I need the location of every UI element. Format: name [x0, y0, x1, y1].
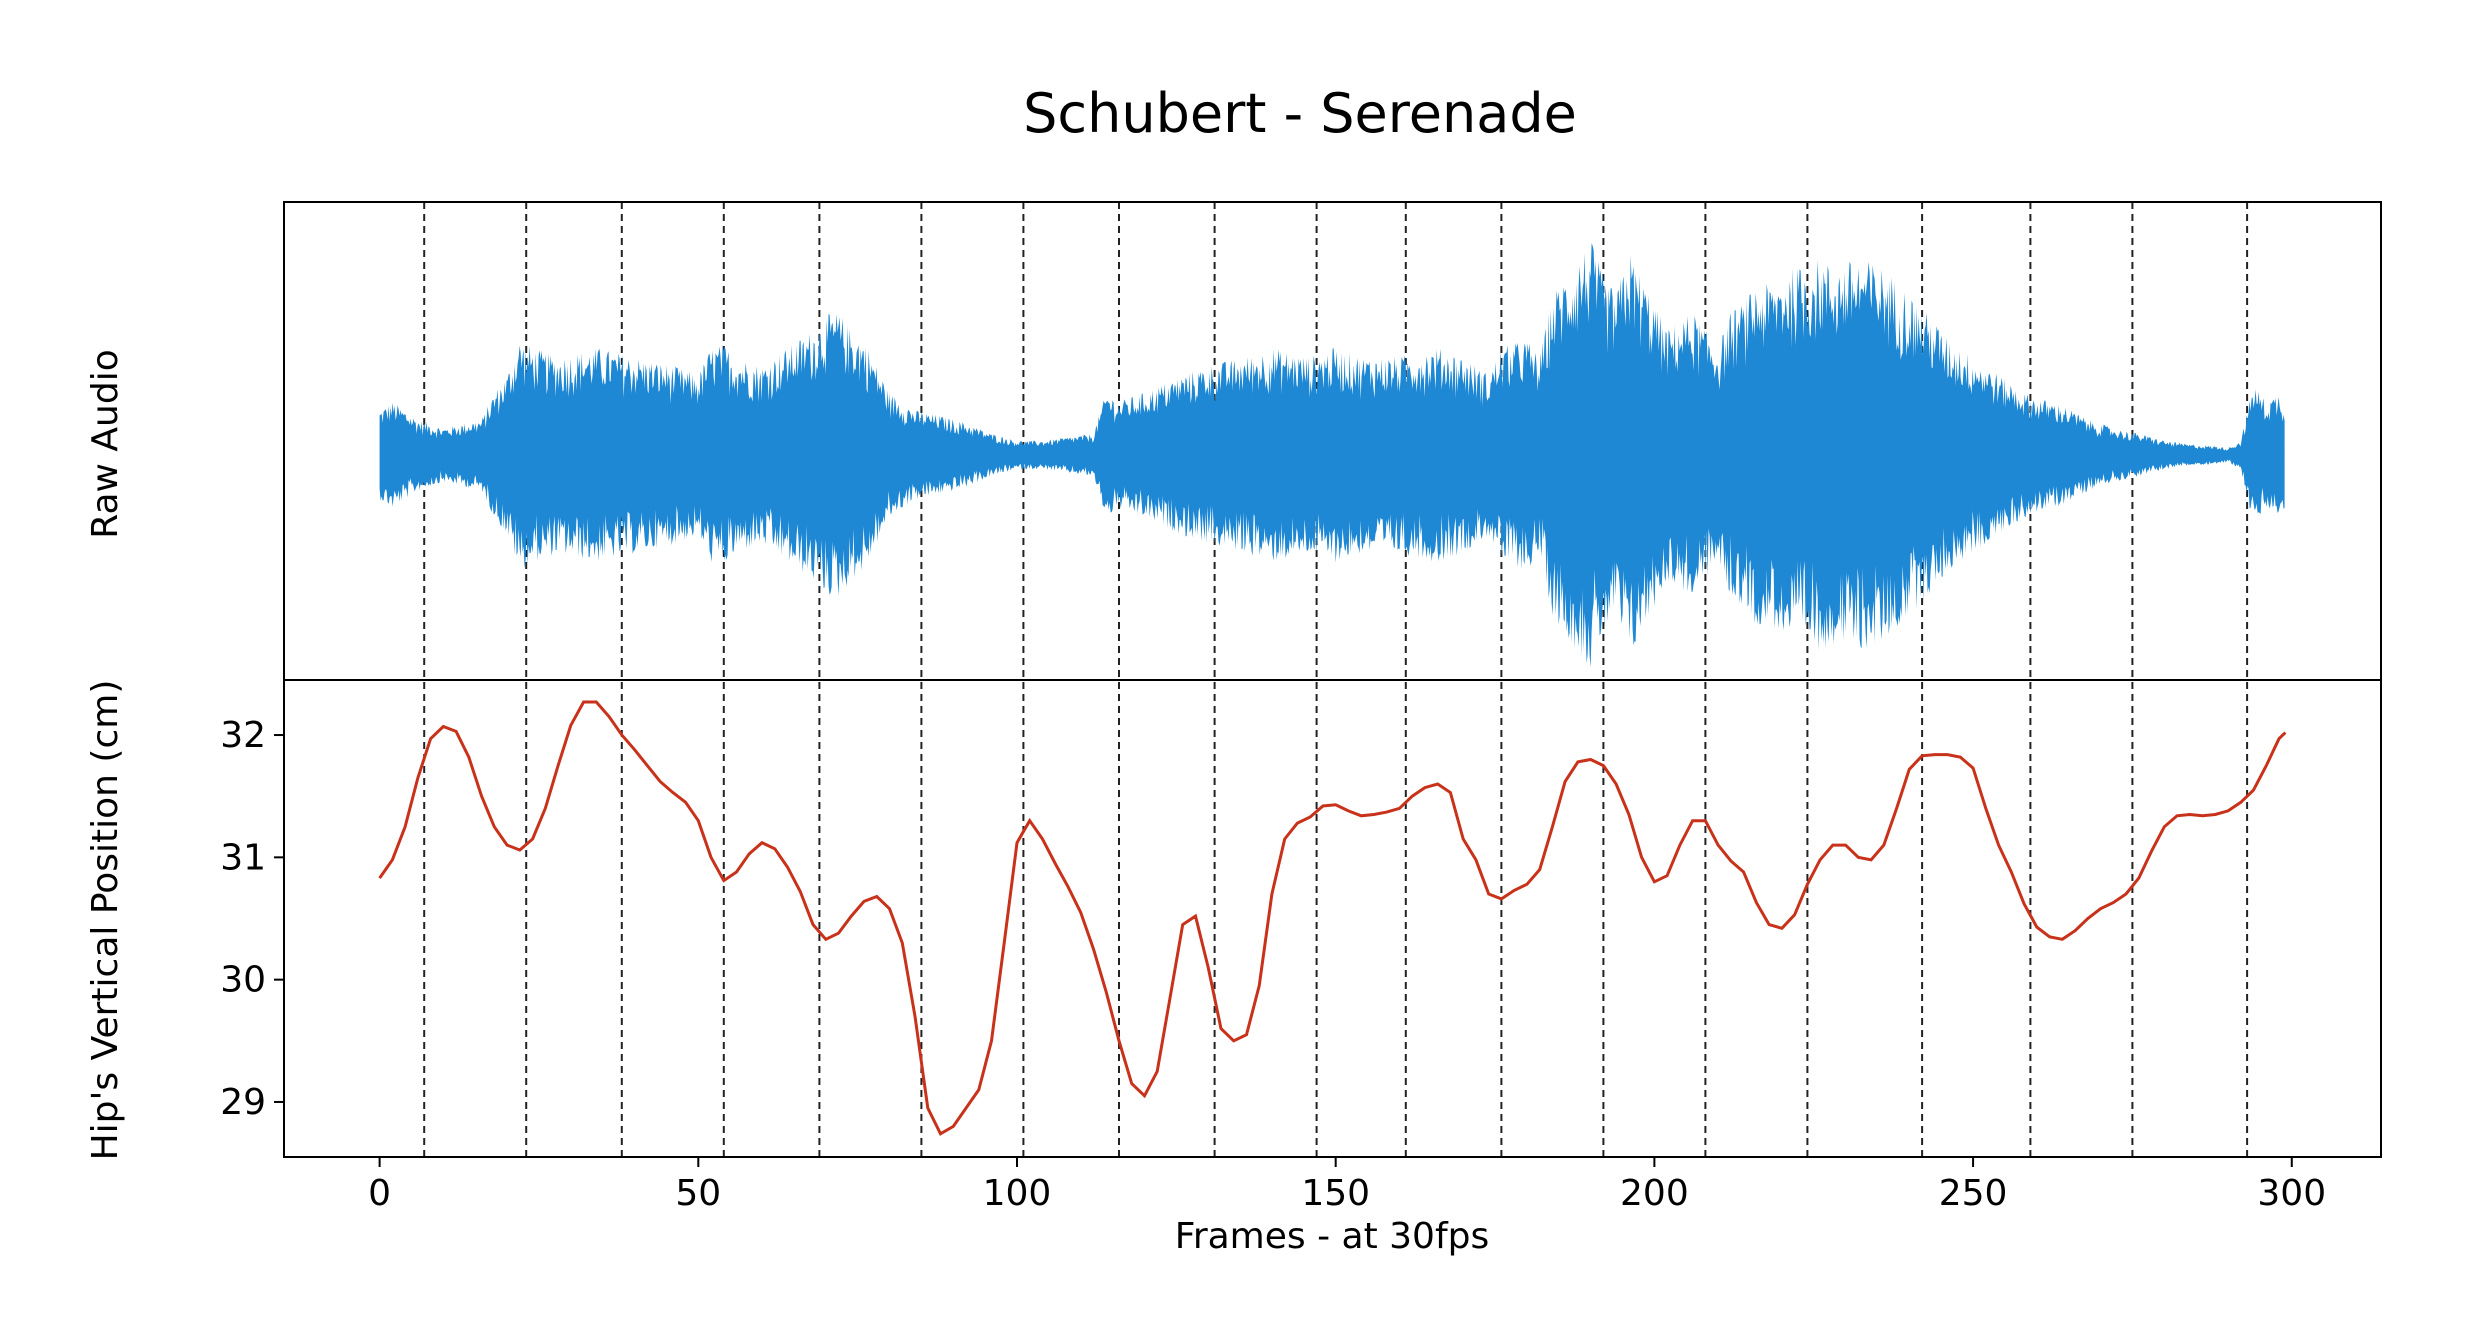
- hip-panel-frame: [283, 679, 2382, 1158]
- x-tick-label: 150: [1301, 1173, 1370, 1214]
- x-axis-label: Frames - at 30fps: [1175, 1216, 1490, 1257]
- y-axis-ticks: 29 30 31 32: [220, 715, 284, 1123]
- chart-title: Schubert - Serenade: [1023, 82, 1577, 145]
- audio-panel: [283, 201, 2382, 681]
- x-tick-label: 50: [675, 1173, 721, 1214]
- hip-y-axis-label: Hip's Vertical Position (cm): [85, 680, 126, 1161]
- y-tick-label: 30: [220, 960, 266, 1001]
- audio-waveform: [379, 243, 2285, 668]
- x-tick-label: 0: [368, 1173, 391, 1214]
- x-axis-ticks: 0 50 100 150 200 250 300: [368, 1157, 2326, 1214]
- audio-y-axis-label: Raw Audio: [85, 349, 126, 539]
- x-tick-label: 250: [1939, 1173, 2008, 1214]
- x-tick-label: 200: [1620, 1173, 1689, 1214]
- y-tick-label: 31: [220, 837, 266, 878]
- x-tick-label: 100: [983, 1173, 1052, 1214]
- y-tick-label: 29: [220, 1082, 266, 1123]
- x-tick-label: 300: [2257, 1173, 2326, 1214]
- y-tick-label: 32: [220, 715, 266, 756]
- hip-position-line: [378, 700, 2287, 1136]
- hip-panel: 0 50 100 150 200 250 300 29 30 31 32: [220, 679, 2382, 1214]
